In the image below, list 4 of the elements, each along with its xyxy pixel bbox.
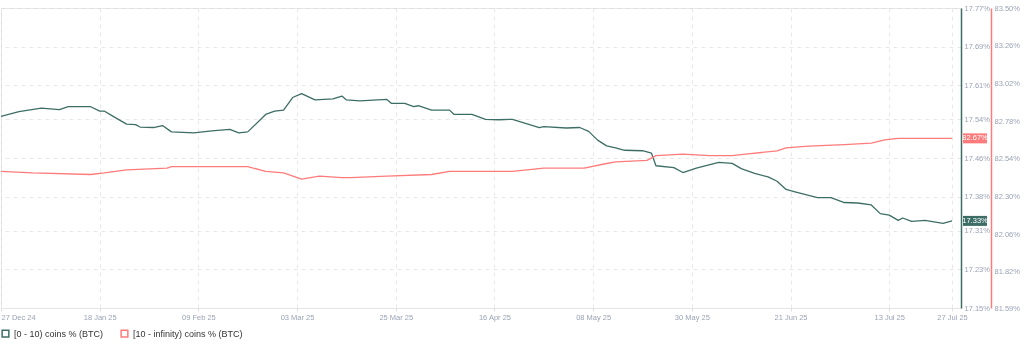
line-series	[0, 137, 953, 180]
line-series	[0, 93, 953, 224]
legend-label: [0 - 10) coins % (BTC)	[14, 328, 104, 339]
legend-label: [10 - infinity) coins % (BTC)	[133, 328, 243, 339]
